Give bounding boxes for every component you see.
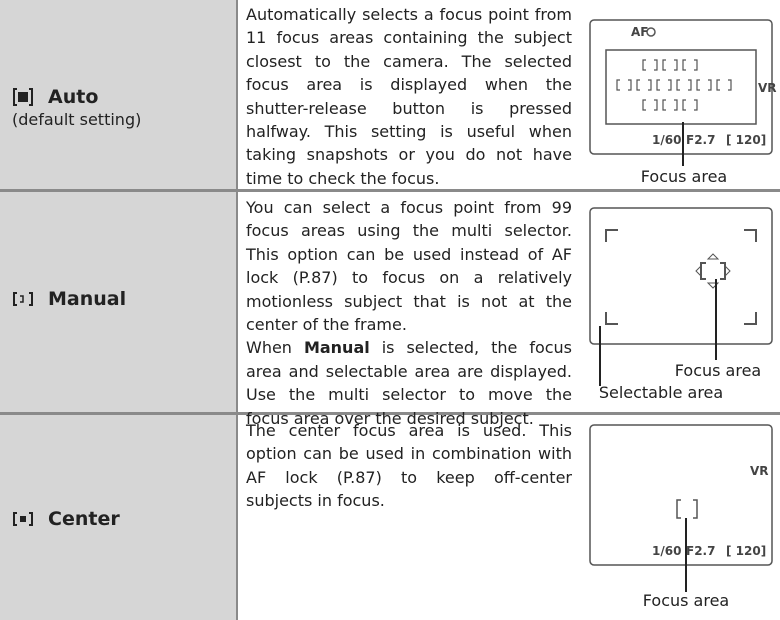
mode-name: Center — [48, 508, 120, 530]
af-indicator — [646, 27, 656, 37]
mode-icon — [13, 512, 33, 526]
paragraph: You can select a focus point from 99 foc… — [246, 198, 572, 335]
lcd-text: 1/60 — [652, 544, 681, 558]
focus-area — [696, 79, 712, 91]
focus-area — [662, 99, 678, 111]
mode-icon — [13, 88, 33, 106]
focus-area — [616, 79, 632, 91]
text: is selected, the focus area and selectab… — [246, 338, 573, 428]
focus-area — [676, 79, 692, 91]
focus-area — [642, 59, 658, 71]
paragraph: When Manual is selected, the focus area … — [246, 336, 572, 430]
mode-name: Auto — [48, 86, 99, 108]
lcd-text: AF — [631, 25, 648, 39]
focus-area — [682, 59, 698, 71]
callout: Selectable area — [599, 383, 723, 402]
mode-label: Manual — [12, 288, 126, 310]
mode-icon — [13, 292, 33, 306]
selector-arrows — [695, 253, 731, 289]
callout: Focus area — [675, 361, 761, 380]
paragraph: Automatically selects a focus point from… — [246, 5, 572, 188]
af-frame — [605, 49, 757, 125]
focus-area — [642, 99, 658, 111]
column-rule — [236, 0, 238, 620]
lcd-text: F2.7 — [686, 133, 715, 147]
focus-area — [716, 79, 732, 91]
lcd-text: [ 120] — [726, 544, 766, 558]
focus-area — [682, 99, 698, 111]
text: When — [246, 338, 304, 358]
bold-text: Manual — [303, 338, 370, 358]
lcd-frame — [589, 207, 773, 345]
lcd-text: F2.7 — [686, 544, 715, 558]
lcd-text: VR — [758, 81, 777, 95]
selectable-corners — [605, 229, 757, 325]
lcd-frame — [589, 19, 773, 155]
description: Automatically selects a focus point from… — [246, 3, 572, 190]
mode-label: Auto — [12, 86, 98, 108]
callout: Focus area — [641, 167, 727, 186]
callout: Focus area — [643, 591, 729, 610]
row-rule — [0, 412, 780, 415]
focus-area — [662, 59, 678, 71]
lcd-text: [ 120] — [726, 133, 766, 147]
description: You can select a focus point from 99 foc… — [246, 196, 572, 430]
focus-bracket — [700, 262, 726, 280]
focus-area — [656, 79, 672, 91]
paragraph: The center focus area is used. This opti… — [246, 421, 572, 511]
lcd-text: VR — [750, 464, 769, 478]
mode-label: Center — [12, 508, 120, 530]
mode-name: Manual — [48, 288, 127, 310]
focus-bracket — [676, 499, 698, 519]
lcd-frame — [589, 424, 773, 566]
mode-note: (default setting) — [12, 110, 142, 129]
row-rule — [0, 189, 780, 192]
lcd-text: 1/60 — [652, 133, 681, 147]
label-column — [0, 0, 236, 620]
callout-line — [599, 122, 717, 592]
focus-area — [636, 79, 652, 91]
description: The center focus area is used. This opti… — [246, 419, 572, 513]
